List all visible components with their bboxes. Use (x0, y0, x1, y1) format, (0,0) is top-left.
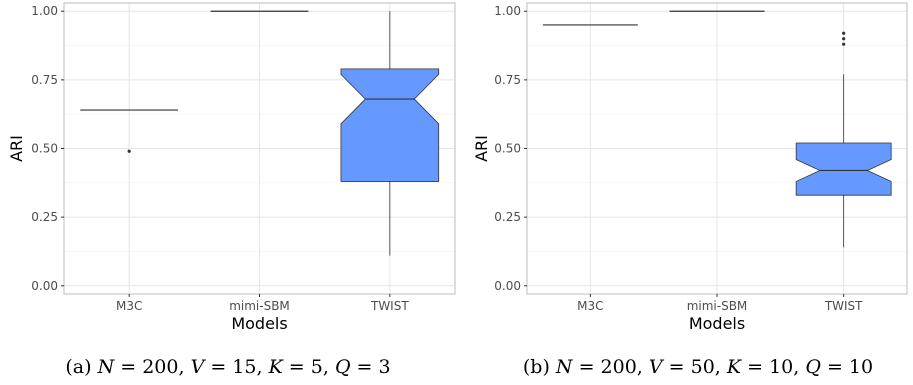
caption-part: Q (335, 356, 351, 378)
y-tick-label: 0.75 (31, 73, 58, 87)
caption-part: K (726, 356, 743, 378)
box-body (340, 68, 440, 182)
x-tick-label: M3C (116, 299, 142, 313)
caption-part: = 15, (204, 356, 268, 378)
y-tick-label: 0.25 (494, 210, 521, 224)
caption-label: (b) (523, 356, 556, 378)
x-tick-label: TWIST (824, 299, 863, 313)
x-axis-title: Models (231, 314, 287, 333)
caption-part: Q (805, 356, 821, 378)
caption-part: = 200, (573, 356, 649, 378)
caption-part: V (649, 356, 665, 378)
caption-label: (a) (65, 356, 97, 378)
caption-part: N (97, 356, 116, 378)
caption-part: = 5, (283, 356, 335, 378)
y-tick-label: 0.00 (494, 279, 521, 293)
caption-part: N (555, 356, 574, 378)
y-tick-label: 0.75 (494, 73, 521, 87)
y-tick-label: 0.50 (494, 142, 521, 156)
box-twist (795, 31, 892, 248)
y-tick-label: 1.00 (494, 4, 521, 18)
y-tick-label: 0.50 (31, 142, 58, 156)
panel-a: 0.00 0.25 0.50 0.75 1.00 M3C mimi-SBM TWIST Mode… (7, 2, 456, 378)
box-m3c (80, 109, 179, 153)
caption-part: K (268, 356, 285, 378)
y-axis-title: ARI (7, 135, 26, 162)
caption-part: = 50, (663, 356, 727, 378)
outlier-point (842, 42, 846, 46)
panel-caption: (b) N = 200, V = 50, K = 10, Q = 10 (523, 356, 873, 378)
caption-part: = 10 (821, 356, 873, 378)
panel-caption: (a) N = 200, V = 15, K = 5, Q = 3 (65, 356, 390, 378)
x-axis-title: Models (689, 314, 745, 333)
x-tick-label: mimi-SBM (229, 299, 290, 313)
x-tick-label: mimi-SBM (687, 299, 748, 313)
caption-part: = 10, (741, 356, 805, 378)
x-tick-label: M3C (577, 299, 603, 313)
y-tick-label: 1.00 (31, 4, 58, 18)
caption-part: = 200, (114, 356, 190, 378)
box-twist (340, 11, 440, 256)
y-axis-title: ARI (472, 135, 491, 162)
y-tick-label: 0.25 (31, 210, 58, 224)
outlier-point (842, 31, 846, 35)
y-tick-label: 0.00 (31, 279, 58, 293)
box-body (795, 142, 892, 196)
x-tick-label: TWIST (370, 299, 409, 313)
caption-part: V (191, 356, 207, 378)
outlier-point (842, 37, 846, 41)
caption-part: = 3 (351, 356, 391, 378)
panel-b: 0.00 0.25 0.50 0.75 1.00 M3C mimi-SBM TWIST Mode… (472, 2, 908, 378)
outlier-point (127, 149, 131, 153)
